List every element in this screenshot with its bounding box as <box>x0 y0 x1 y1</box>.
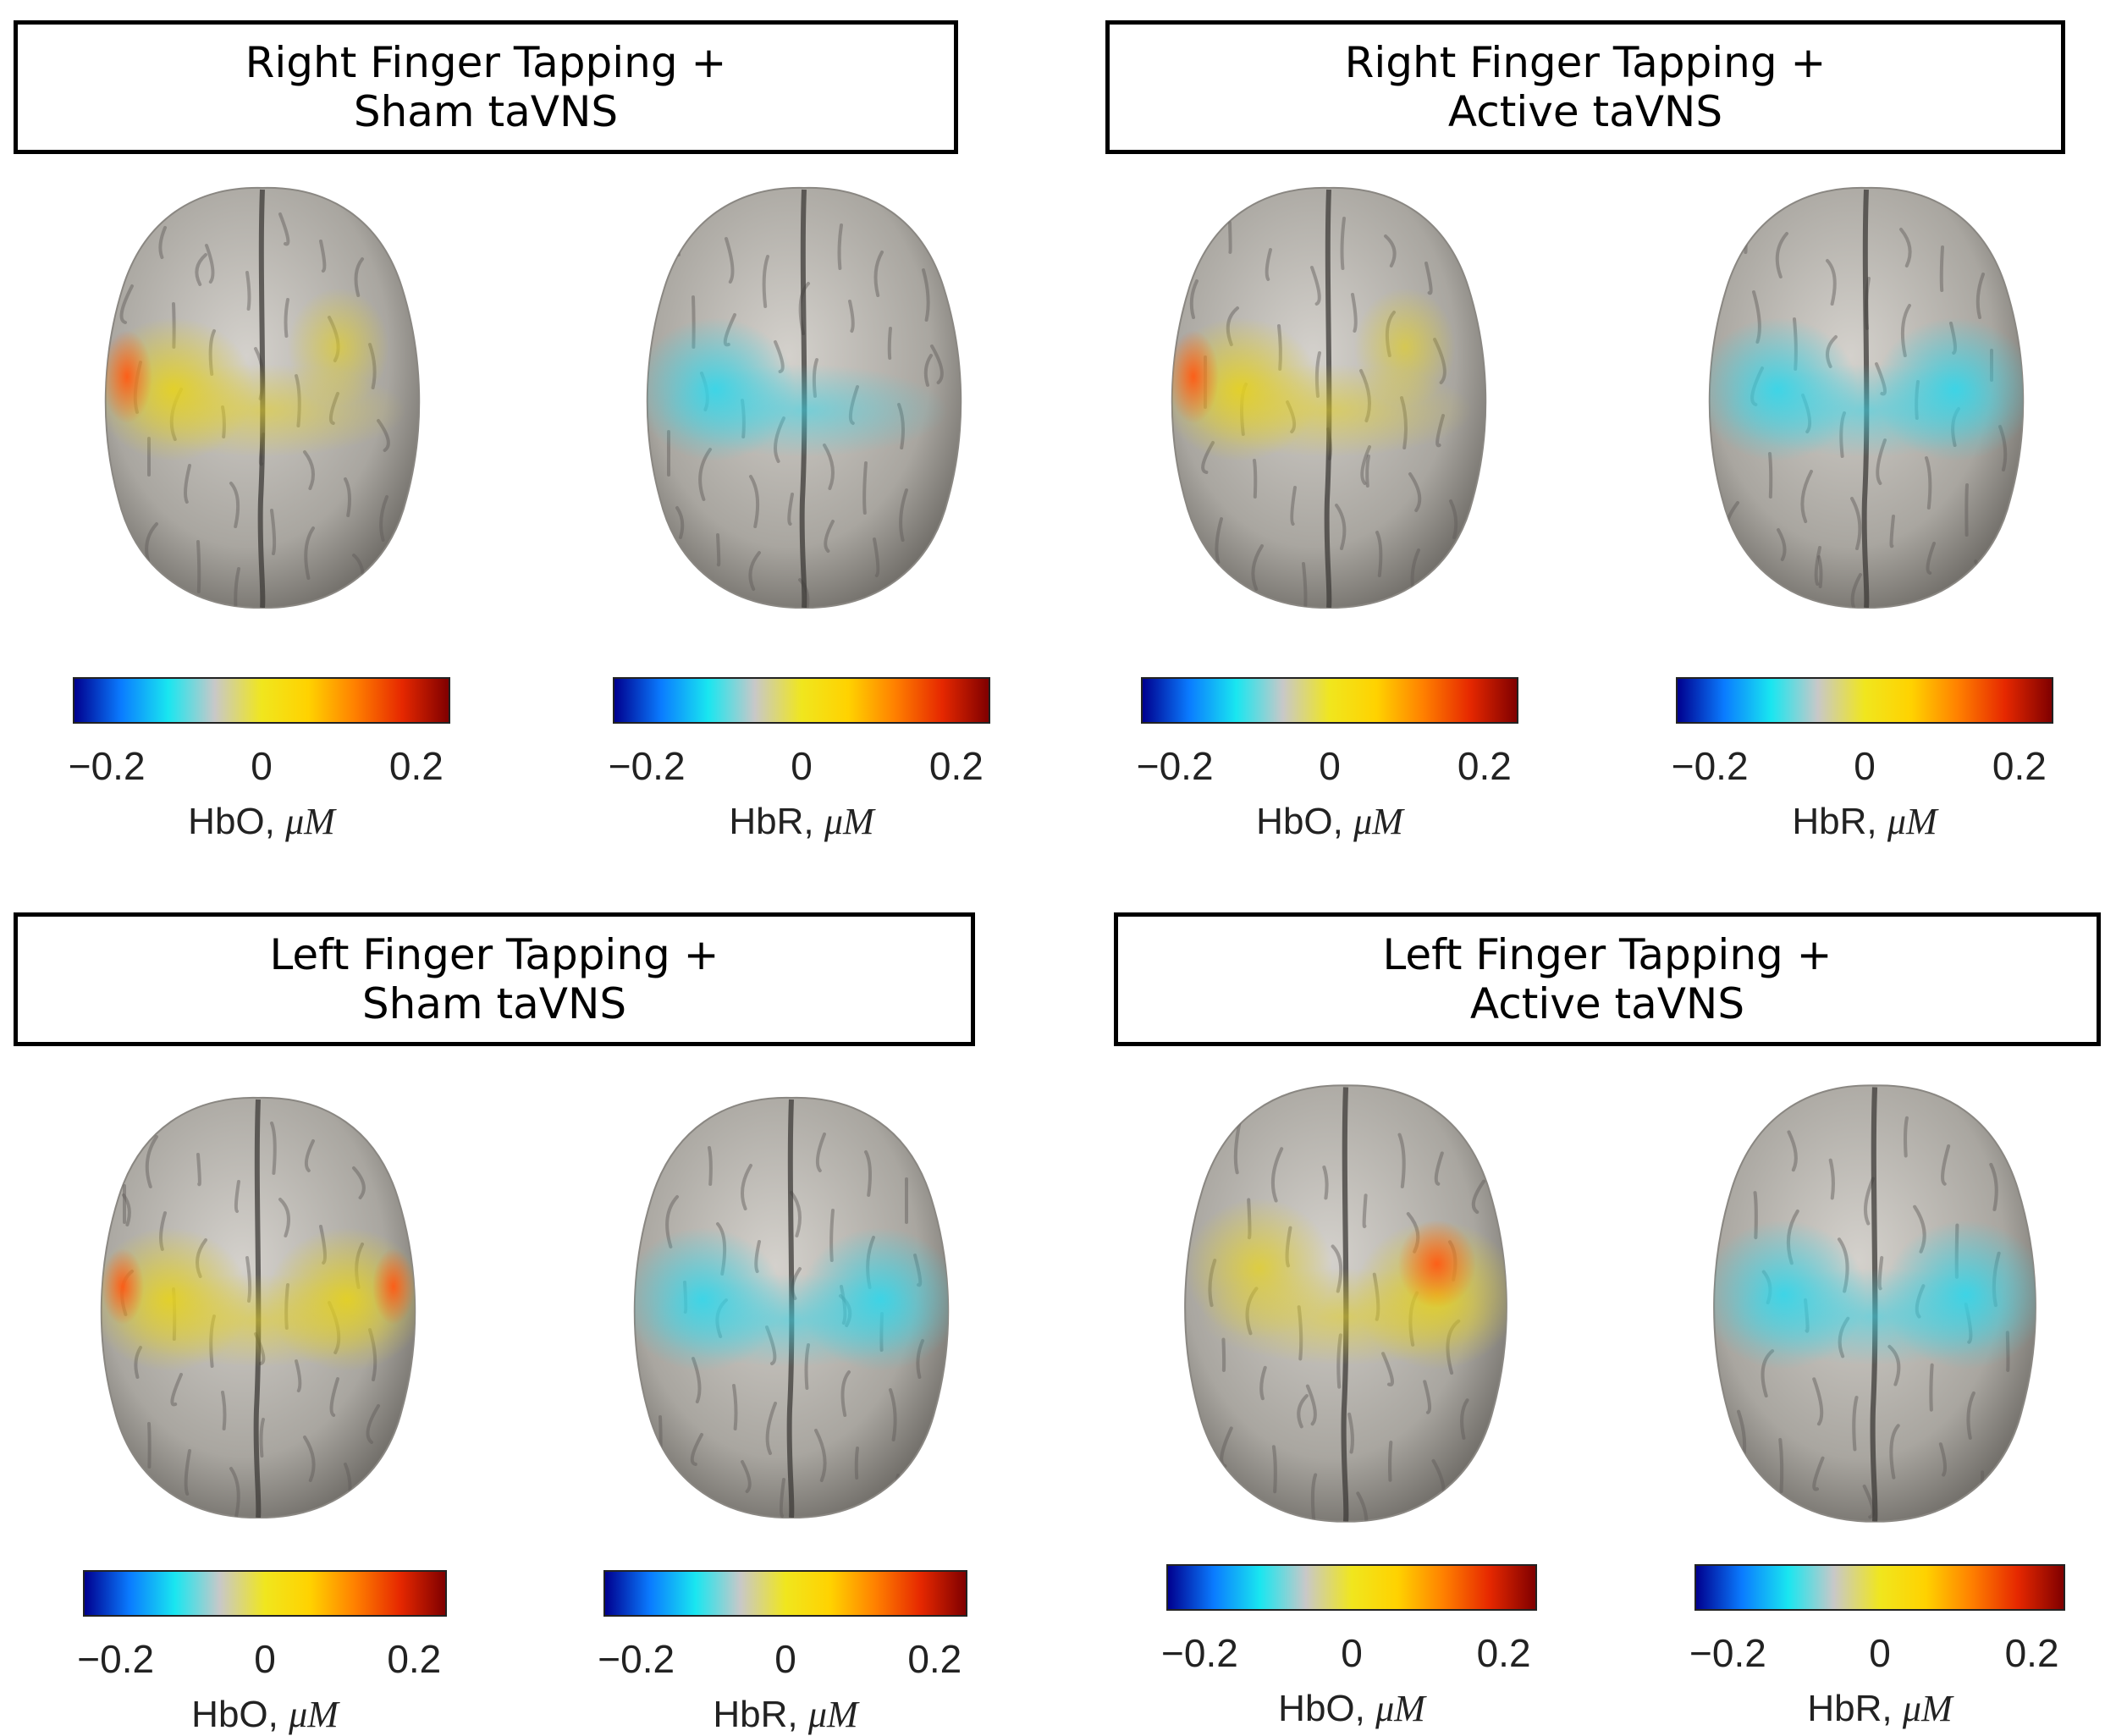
colorbar-tick-label: 0 <box>1341 1631 1363 1675</box>
colorbar-unit: μM <box>824 801 874 842</box>
panel-title-left-active: Left Finger Tapping + Active taVNS <box>1114 912 2101 1046</box>
colorbar-axis-label: HbR, μM <box>729 800 873 843</box>
colorbar-quantity: HbO, <box>188 801 286 842</box>
colorbar-tick-label: 0 <box>251 744 273 788</box>
brain-hbr-2 <box>646 186 962 609</box>
colorbar-quantity: HbO, <box>1278 1688 1376 1729</box>
colorbar-hbo <box>73 677 450 724</box>
brain-hbr-4 <box>1708 186 2025 609</box>
colorbar-unit: μM <box>285 801 335 842</box>
panel-title-line1: Left Finger Tapping + <box>269 930 719 979</box>
colorbar-tick-label: −0.2 <box>1136 744 1214 788</box>
colorbar-unit: μM <box>807 1694 858 1735</box>
panel-title-line2: Active taVNS <box>1447 87 1723 136</box>
colorbar-hbr <box>1676 677 2053 724</box>
brain-hbo-1 <box>104 186 421 609</box>
colorbar-tick-label: −0.2 <box>608 744 686 788</box>
colorbar-tick-label: 0 <box>1319 744 1341 788</box>
panel-title-line1: Right Finger Tapping + <box>245 38 727 87</box>
colorbar-tick-label: 0 <box>774 1637 796 1681</box>
panel-title-right-sham: Right Finger Tapping + Sham taVNS <box>14 20 958 154</box>
colorbar-tick-label: 0.2 <box>1457 744 1512 788</box>
panel-title-line2: Sham taVNS <box>353 87 619 136</box>
brain-hbr-6 <box>633 1096 950 1518</box>
brain-hbr-8 <box>1713 1084 2036 1523</box>
colorbar-tick-label: −0.2 <box>68 744 146 788</box>
colorbar-tick-label: −0.2 <box>77 1637 155 1681</box>
panel-title-line1: Right Finger Tapping + <box>1344 38 1827 87</box>
brain-hbo-7 <box>1184 1084 1507 1523</box>
colorbar-unit: μM <box>1887 801 1937 842</box>
brain-hbo-3 <box>1171 186 1487 609</box>
colorbar-unit: μM <box>289 1694 339 1735</box>
colorbar-tick-label: 0.2 <box>2004 1631 2059 1675</box>
colorbar-tick-label: 0 <box>1854 744 1876 788</box>
colorbar-hbo <box>1166 1564 1537 1611</box>
panel-title-left-sham: Left Finger Tapping + Sham taVNS <box>14 912 975 1046</box>
colorbar-tick-label: −0.2 <box>1671 744 1749 788</box>
colorbar-tick-label: −0.2 <box>1689 1631 1766 1675</box>
colorbar-hbo <box>83 1570 447 1617</box>
colorbar-tick-label: 0.2 <box>387 1637 442 1681</box>
colorbar-unit: μM <box>1353 801 1403 842</box>
colorbar-tick-label: 0.2 <box>929 744 984 788</box>
colorbar-tick-label: 0 <box>1869 1631 1891 1675</box>
colorbar-tick-label: 0.2 <box>1992 744 2047 788</box>
panel-title-line2: Sham taVNS <box>361 979 627 1028</box>
colorbar-quantity: HbR, <box>1807 1688 1903 1729</box>
colorbar-axis-label: HbO, μM <box>191 1693 339 1736</box>
colorbar-tick-label: 0 <box>254 1637 276 1681</box>
colorbar-quantity: HbR, <box>713 1694 808 1735</box>
colorbar-tick-label: −0.2 <box>598 1637 675 1681</box>
colorbar-quantity: HbR, <box>1792 801 1887 842</box>
colorbar-tick-label: 0.2 <box>388 744 444 788</box>
colorbar-axis-label: HbO, μM <box>188 800 335 843</box>
colorbar-hbr <box>613 677 990 724</box>
colorbar-tick-label: 0 <box>791 744 813 788</box>
colorbar-hbr <box>1694 1564 2065 1611</box>
panel-title-line2: Active taVNS <box>1469 979 1745 1028</box>
colorbar-tick-label: −0.2 <box>1161 1631 1238 1675</box>
colorbar-quantity: HbO, <box>1256 801 1354 842</box>
colorbar-quantity: HbO, <box>191 1694 289 1735</box>
colorbar-unit: μM <box>1375 1688 1425 1729</box>
colorbar-tick-label: 0.2 <box>907 1637 962 1681</box>
colorbar-unit: μM <box>1902 1688 1953 1729</box>
colorbar-hbr <box>603 1570 967 1617</box>
colorbar-axis-label: HbO, μM <box>1256 800 1403 843</box>
colorbar-axis-label: HbR, μM <box>713 1693 857 1736</box>
colorbar-hbo <box>1141 677 1518 724</box>
brain-hbo-5 <box>100 1096 416 1518</box>
colorbar-axis-label: HbO, μM <box>1278 1687 1425 1730</box>
colorbar-axis-label: HbR, μM <box>1807 1687 1952 1730</box>
panel-title-line1: Left Finger Tapping + <box>1382 930 1832 979</box>
colorbar-axis-label: HbR, μM <box>1792 800 1937 843</box>
panel-title-right-active: Right Finger Tapping + Active taVNS <box>1105 20 2065 154</box>
colorbar-tick-label: 0.2 <box>1476 1631 1531 1675</box>
colorbar-quantity: HbR, <box>729 801 824 842</box>
